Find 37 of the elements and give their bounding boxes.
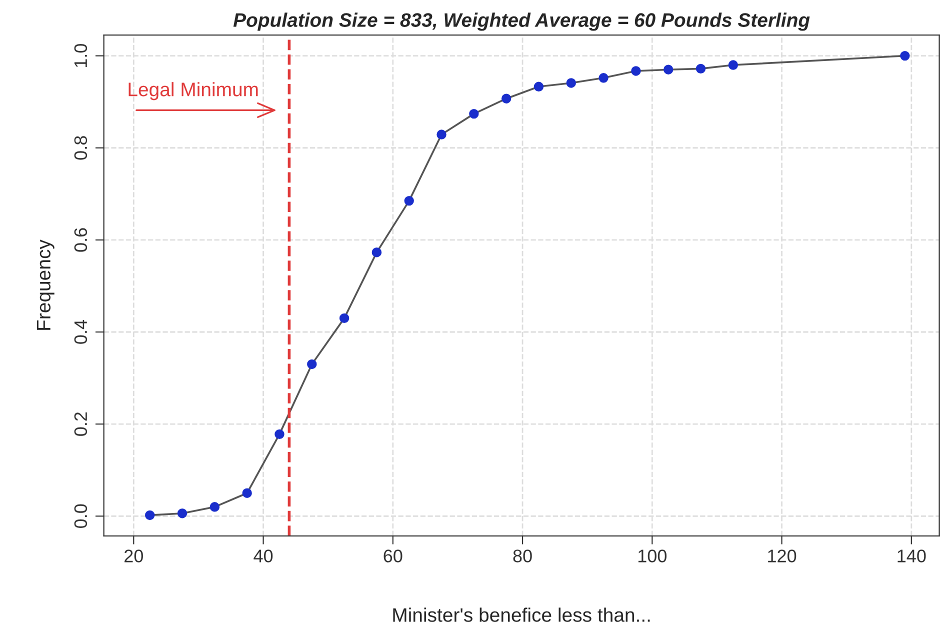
- point: [728, 60, 738, 70]
- x-tick-label: 20: [124, 550, 143, 562]
- point: [566, 78, 576, 88]
- point: [242, 488, 252, 498]
- point: [177, 508, 188, 518]
- point: [664, 64, 674, 74]
- y-tick-label: 0.0: [74, 504, 88, 528]
- point: [534, 82, 544, 92]
- point: [469, 108, 479, 119]
- x-tick-label: 80: [513, 550, 532, 562]
- y-tick-label: 1.0: [74, 44, 88, 67]
- point: [598, 73, 608, 83]
- y-axis-title: Frequency: [36, 240, 54, 330]
- point: [404, 196, 414, 206]
- x-tick-label: 40: [254, 550, 273, 562]
- ref-line-label: Legal Minimum: [128, 82, 258, 100]
- x-axis-title: Minister's benefice less than...: [393, 608, 650, 622]
- point: [501, 94, 512, 104]
- y-tick-label: 0.2: [74, 412, 88, 436]
- chart-title: Population Size = 833, Weighted Average = 60 Pounds Sterling: [233, 12, 810, 31]
- x-tick-label: 100: [638, 550, 667, 562]
- y-tick-label: 0.8: [74, 136, 88, 160]
- point: [900, 50, 910, 61]
- point: [436, 130, 446, 140]
- point: [210, 502, 220, 512]
- point: [274, 429, 284, 440]
- x-tick-label: 120: [768, 550, 796, 562]
- x-tick-label: 60: [384, 550, 402, 562]
- point: [631, 66, 641, 76]
- point: [307, 359, 317, 370]
- y-tick-label: 0.4: [74, 320, 88, 344]
- point: [144, 510, 155, 520]
- point: [339, 313, 350, 324]
- point: [696, 64, 706, 74]
- y-tick-label: 0.6: [74, 228, 88, 252]
- point: [372, 248, 382, 258]
- x-tick-label: 140: [898, 550, 926, 562]
